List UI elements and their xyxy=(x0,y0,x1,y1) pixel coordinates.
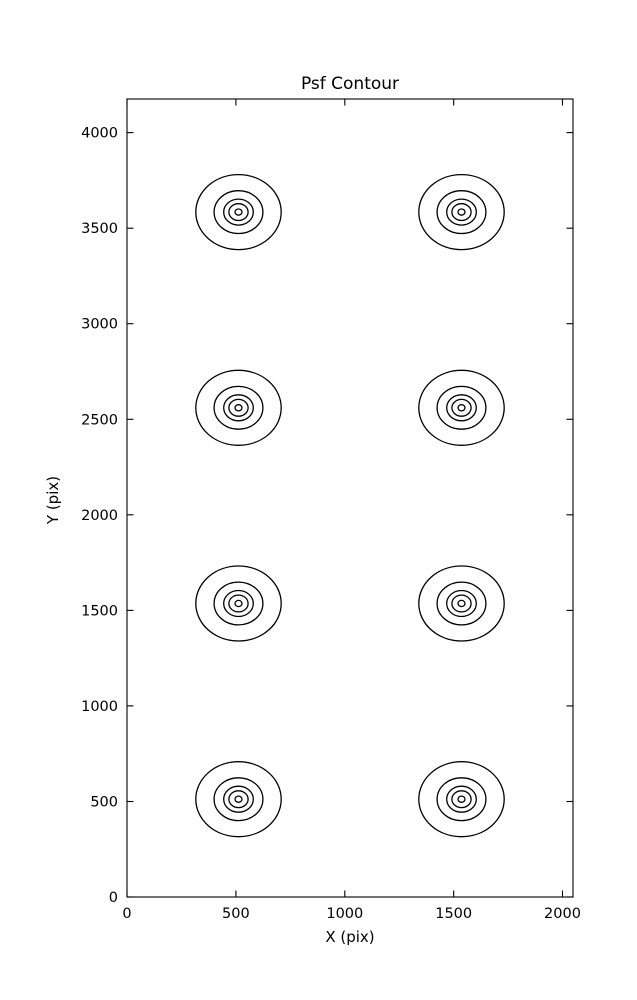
contour-ring xyxy=(418,369,505,446)
contour-ring xyxy=(436,385,487,430)
y-tick-label: 3500 xyxy=(81,221,118,237)
contour-ring xyxy=(213,581,264,626)
contour-ring xyxy=(234,795,243,803)
contour-ring xyxy=(195,369,282,446)
axis-tick-labels: 0 500 1000 1500 2000 0 500 1000 1500 2000 2500 3000… xyxy=(81,126,581,922)
contour-ring xyxy=(436,581,487,626)
contour-ring xyxy=(418,761,505,838)
contour-ring xyxy=(436,190,487,235)
contour-ring xyxy=(457,795,466,803)
y-tick-label: 2500 xyxy=(81,412,118,428)
y-tick-label: 1000 xyxy=(81,699,118,715)
plot-area xyxy=(127,99,573,897)
y-tick-label: 0 xyxy=(109,890,118,906)
x-tick-label: 500 xyxy=(222,906,250,922)
contour-ring xyxy=(418,173,505,251)
contour-ring xyxy=(234,599,243,608)
contour-ring xyxy=(457,599,466,608)
chart-title: Psf Contour xyxy=(301,74,399,94)
x-tick-label: 0 xyxy=(122,906,131,922)
y-tick-label: 500 xyxy=(90,795,118,811)
contour-ring xyxy=(457,208,466,216)
contour-ring xyxy=(228,790,249,809)
x-axis-label: X (pix) xyxy=(325,928,374,946)
contour-ring xyxy=(457,404,466,412)
contour-ring xyxy=(195,565,282,642)
contour-ring xyxy=(451,203,472,222)
y-tick-label: 2000 xyxy=(81,508,118,524)
contour-ring xyxy=(228,594,249,613)
axes-frame xyxy=(126,98,574,898)
y-tick-label: 1500 xyxy=(81,603,118,619)
contour-ring xyxy=(451,790,472,809)
contour-ring xyxy=(195,173,282,251)
contour-ring xyxy=(213,777,264,822)
x-tick-label: 1500 xyxy=(435,906,472,922)
x-tick-label: 1000 xyxy=(326,906,363,922)
contour-ring xyxy=(446,198,477,226)
contour-ring xyxy=(234,208,243,216)
y-axis-label: Y (pix) xyxy=(44,476,62,525)
contour-ring xyxy=(446,589,477,618)
contour-ring xyxy=(418,565,505,642)
x-tick-label: 2000 xyxy=(544,906,581,922)
contour-group xyxy=(195,173,505,838)
contour-ring xyxy=(436,777,487,822)
contour-ring xyxy=(223,589,254,618)
contour-ring xyxy=(446,394,477,422)
contour-ring xyxy=(446,785,477,813)
contour-ring xyxy=(228,203,249,222)
contour-ring xyxy=(228,398,249,417)
contour-ring xyxy=(223,785,254,813)
y-tick-label: 4000 xyxy=(81,126,118,142)
contour-ring xyxy=(213,190,264,235)
y-tick-label: 3000 xyxy=(81,317,118,333)
contour-ring xyxy=(213,385,264,430)
contour-ring xyxy=(223,394,254,422)
contour-ring xyxy=(195,761,282,838)
contour-ring xyxy=(451,594,472,613)
contour-ring xyxy=(234,404,243,412)
contour-ring xyxy=(451,398,472,417)
contour-ring xyxy=(223,198,254,226)
